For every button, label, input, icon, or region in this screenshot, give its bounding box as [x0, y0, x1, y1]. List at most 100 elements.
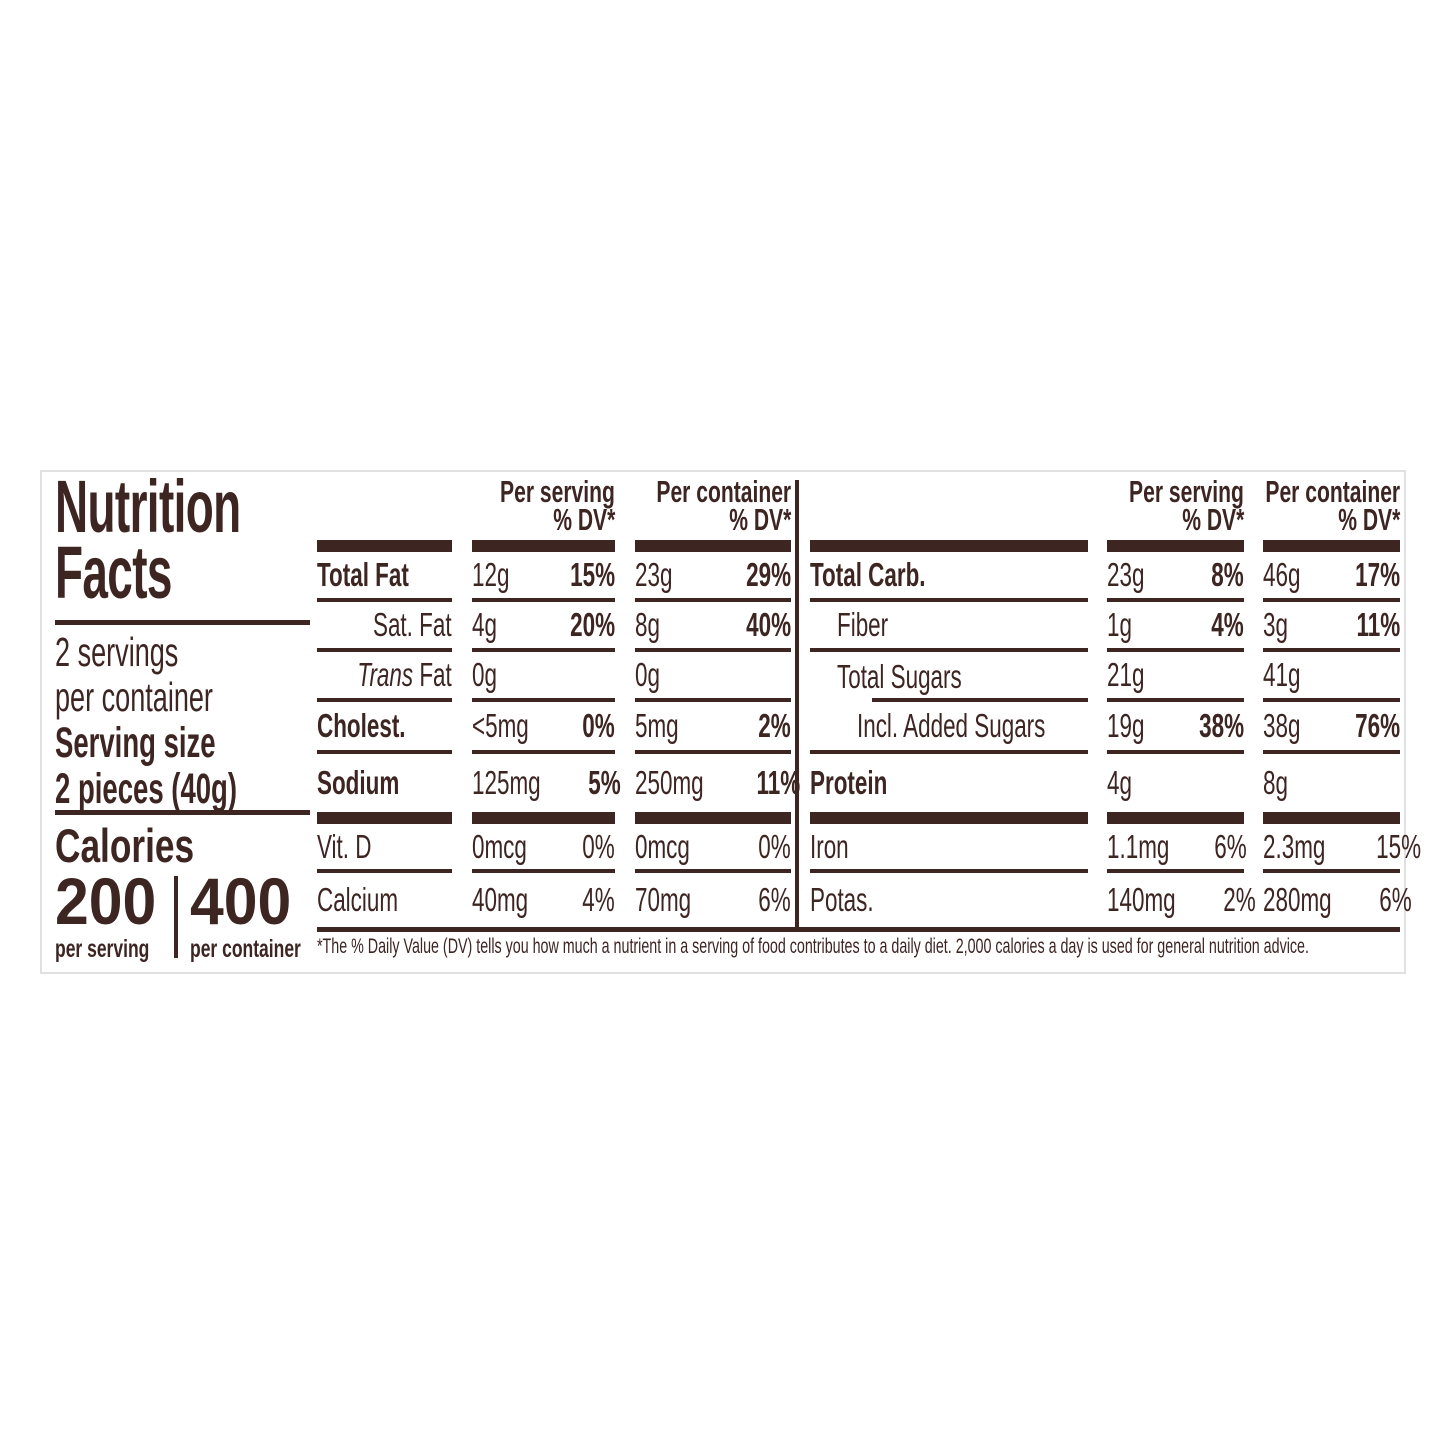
servings-caption: per container: [55, 674, 213, 720]
dv-per-serving: 6%: [1213, 827, 1247, 865]
dv-header: % DV*: [1181, 502, 1244, 537]
nutrient-row-sat-fat: Sat. Fat 4g 20% 8g 40%: [317, 602, 791, 652]
amount-per-serving: 23g: [1107, 556, 1145, 593]
dv-per-container: 15%: [1375, 827, 1421, 865]
dv-per-container: 2%: [758, 707, 791, 744]
dv-per-serving: 0%: [582, 827, 615, 865]
nutrient-name: Cholest.: [317, 707, 406, 744]
servings-per-container: 2 servings per container: [55, 630, 294, 720]
amount-per-container: 8g: [635, 606, 660, 643]
nutrient-row-total-carb: Total Carb. 23g 8% 46g 17%: [810, 552, 1400, 602]
dv-per-container: 11%: [756, 764, 801, 801]
fat-sodium-section: Per serving % DV* Per container % DV* To…: [317, 472, 800, 932]
dv-per-container: 11%: [1356, 606, 1400, 643]
dv-per-serving: 4%: [1211, 606, 1244, 643]
amount-per-container: 250mg: [635, 764, 704, 801]
amount-per-serving: 1.1mg: [1107, 827, 1170, 865]
dv-per-serving: 0%: [582, 707, 615, 744]
nutrient-name: Trans Fat: [357, 656, 452, 693]
amount-per-serving: 0mcg: [472, 827, 527, 865]
dv-per-container: 6%: [758, 881, 791, 918]
amount-per-container: 5mg: [635, 707, 679, 744]
title-line1: Nutrition: [55, 465, 241, 548]
divider-under-title: [55, 620, 310, 625]
nutrient-row-cholesterol: Cholest. <5mg 0% 5mg 2%: [317, 702, 791, 754]
column-headers-right: Per serving % DV* Per container % DV*: [810, 474, 1400, 540]
dv-per-container: 40%: [746, 606, 791, 643]
calories-label: Calories: [55, 819, 195, 872]
dv-per-serving: 8%: [1211, 556, 1244, 593]
per-serving-header: Per serving: [1129, 474, 1244, 509]
nutrient-name: Sodium: [317, 764, 400, 801]
amount-per-container: 70mg: [635, 881, 692, 918]
title-line2: Facts: [55, 531, 172, 614]
nutrition-facts-title: Nutrition Facts: [55, 465, 354, 614]
amount-per-serving: 12g: [472, 556, 510, 593]
nutrient-row-total-fat: Total Fat 12g 15% 23g 29%: [317, 552, 791, 602]
nutrient-row-sodium: Sodium 125mg 5% 250mg 11%: [317, 754, 800, 812]
amount-per-serving: 40mg: [472, 881, 529, 918]
calories-per-container-value: 400: [190, 864, 292, 938]
calories-per-serving-value: 200: [55, 864, 157, 938]
dv-per-serving: 15%: [570, 556, 615, 593]
serving-size-label: Serving size: [55, 719, 216, 767]
per-container-caption: per container: [190, 935, 301, 963]
nutrient-row-iron: Iron 1.1mg 6% 2.3mg 15%: [810, 824, 1421, 873]
amount-per-serving: 19g: [1107, 707, 1145, 744]
amount-per-serving: <5mg: [472, 707, 529, 744]
per-container-header: Per container: [1265, 474, 1400, 509]
nutrient-row-vitamin-d: Vit. D 0mcg 0% 0mcg 0%: [317, 824, 791, 873]
nutrient-name: Calcium: [317, 881, 399, 918]
servings-count: 2 servings: [55, 629, 179, 675]
carb-protein-section: Per serving % DV* Per container % DV* To…: [810, 472, 1421, 932]
amount-per-container: 46g: [1263, 556, 1301, 593]
dv-header: % DV*: [552, 502, 615, 537]
dv-per-serving: 38%: [1199, 707, 1244, 744]
dv-per-container: 76%: [1355, 707, 1400, 744]
nutrient-name: Total Fat: [317, 556, 409, 593]
amount-per-serving: 0g: [472, 656, 497, 693]
bottom-rule: [317, 927, 1400, 932]
amount-per-serving: 21g: [1107, 656, 1145, 693]
dv-per-container: 0%: [758, 827, 791, 865]
amount-per-container: 8g: [1263, 764, 1288, 801]
calories-divider: [174, 876, 178, 958]
nutrient-name: Fiber: [837, 606, 889, 643]
amount-per-container: 23g: [635, 556, 673, 593]
nutrient-row-potassium: Potas. 140mg 2% 280mg 6%: [810, 873, 1412, 927]
amount-per-container: 0g: [635, 656, 660, 693]
amount-per-container: 280mg: [1263, 881, 1332, 918]
nutrient-row-trans-fat: Trans Fat 0g 0g: [317, 652, 791, 702]
section-divider: [795, 480, 799, 927]
nutrient-name: Total Sugars: [837, 658, 962, 695]
nutrient-row-protein: Protein 4g 8g: [810, 754, 1400, 812]
thick-bar: [810, 540, 1400, 552]
amount-per-serving: 4g: [472, 606, 497, 643]
nutrient-name: Sat. Fat: [373, 606, 452, 643]
amount-per-serving: 140mg: [1107, 881, 1176, 918]
dv-per-container: 29%: [746, 556, 791, 593]
dv-per-serving: 5%: [588, 764, 621, 801]
serving-size: Serving size 2 pieces (40g): [55, 720, 339, 812]
nutrient-row-added-sugars: Incl. Added Sugars 19g 38% 38g 76%: [810, 702, 1400, 754]
dv-header: % DV*: [1337, 502, 1400, 537]
amount-per-container: 38g: [1263, 707, 1301, 744]
per-serving-caption: per serving: [55, 935, 150, 963]
nutrient-name: Potas.: [810, 881, 874, 918]
dv-per-serving: 20%: [570, 606, 615, 643]
amount-per-container: 2.3mg: [1263, 827, 1326, 865]
dv-per-serving: 4%: [582, 881, 615, 918]
dv-per-container: 17%: [1355, 556, 1400, 593]
per-container-header: Per container: [656, 474, 791, 509]
amount-per-serving: 4g: [1107, 764, 1132, 801]
amount-per-container: 0mcg: [635, 827, 690, 865]
nutrient-row-fiber: Fiber 1g 4% 3g 11%: [810, 602, 1400, 652]
amount-per-container: 41g: [1263, 656, 1301, 693]
nutrient-name: Iron: [810, 827, 849, 865]
dv-header: % DV*: [728, 502, 791, 537]
divider-above-calories: [55, 810, 310, 815]
dv-footnote: *The % Daily Value (DV) tells you how mu…: [317, 935, 1309, 958]
dv-per-serving: 2%: [1223, 881, 1256, 918]
amount-per-container: 3g: [1263, 606, 1288, 643]
